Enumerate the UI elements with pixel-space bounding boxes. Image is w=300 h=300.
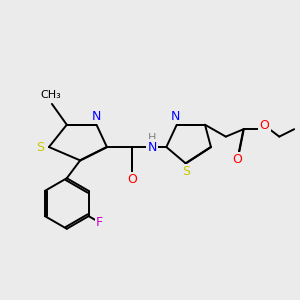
Text: H: H — [148, 133, 157, 142]
Text: N: N — [171, 110, 180, 123]
Text: S: S — [37, 140, 45, 154]
Text: CH₃: CH₃ — [40, 90, 61, 100]
Text: N: N — [92, 110, 101, 123]
Text: O: O — [127, 173, 137, 186]
Text: O: O — [260, 119, 269, 132]
Text: N: N — [148, 140, 157, 154]
Text: F: F — [96, 216, 103, 229]
Text: O: O — [233, 153, 243, 166]
Text: S: S — [182, 165, 190, 178]
